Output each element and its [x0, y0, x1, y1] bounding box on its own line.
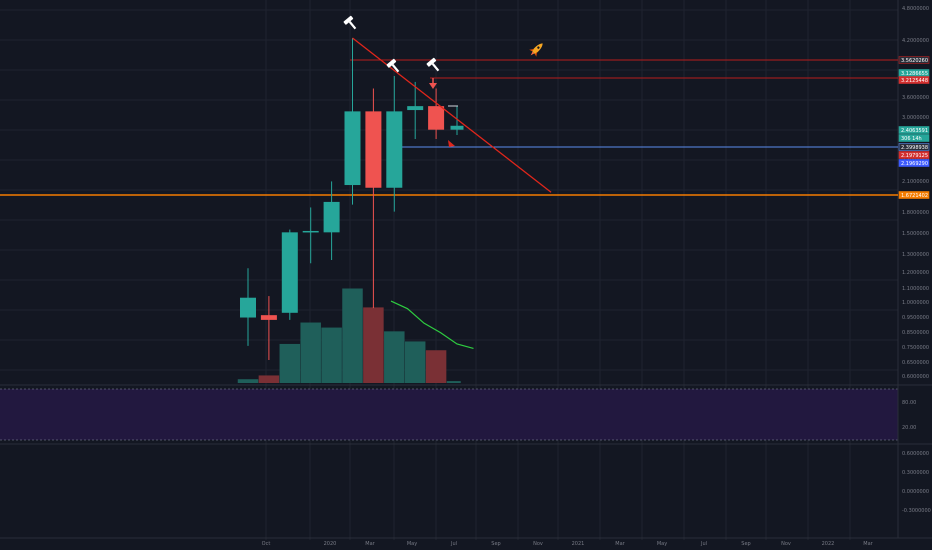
candle-body	[386, 111, 403, 188]
price-tick-label: 1.1000000	[902, 286, 929, 292]
time-tick-label: May	[407, 541, 417, 547]
hammer-icon	[386, 58, 400, 73]
price-tick-label: 0.6000000	[902, 374, 929, 380]
time-tick-label: Nov	[533, 541, 543, 547]
oscillator-tick-label: 0.6000000	[902, 451, 929, 457]
time-tick-label: Sep	[491, 541, 500, 547]
time-tick-label: Nov	[781, 541, 791, 547]
price-tick-label: 4.2000000	[902, 38, 929, 44]
price-tag-label: 3.1286655	[901, 71, 928, 77]
volume-bar	[237, 379, 259, 383]
rsi-band	[0, 389, 898, 440]
candle-body	[260, 315, 277, 320]
price-tag	[898, 126, 930, 134]
candle-body	[428, 106, 445, 130]
price-tick-label: 1.0000000	[902, 300, 929, 306]
oscillator-tick-label: -0.3000000	[902, 508, 931, 514]
volume-bar	[258, 375, 280, 383]
time-tick-label: Oct	[262, 541, 271, 547]
volume-bar	[300, 322, 321, 383]
price-tag	[898, 134, 930, 142]
trendline	[352, 37, 552, 193]
price-tag-label: 2.4063591	[901, 128, 928, 134]
horizontal-levels	[0, 59, 898, 196]
price-tick-label: 0.9500000	[902, 315, 929, 321]
price-tag-label: 2.1979125	[901, 153, 928, 159]
price-tag-label: 3.2125448	[901, 78, 928, 84]
time-tick-label: Mar	[365, 541, 375, 547]
time-tick-label: 2021	[572, 541, 585, 547]
oscillator-tick-label: 0.3000000	[902, 470, 929, 476]
time-tick-label: Sep	[741, 541, 750, 547]
price-tick-label: 0.7500000	[902, 345, 929, 351]
price-tag-label: 2.1969290	[901, 161, 928, 167]
price-tag-label: 2.3998938	[901, 145, 928, 151]
price-tick-label: 0.6500000	[902, 360, 929, 366]
price-tick-label: 4.8000000	[902, 6, 929, 12]
volume-bar	[425, 350, 447, 383]
time-tick-label: May	[657, 541, 667, 547]
volume-bar	[363, 307, 384, 383]
volume-bar	[342, 288, 363, 383]
rocket-icon	[529, 43, 543, 57]
price-tick-label: 2.1000000	[902, 179, 929, 185]
oscillator-tick-label: 0.0000000	[902, 489, 929, 495]
arrow-head	[448, 140, 455, 147]
volume-bars	[237, 288, 461, 383]
price-tag-label: 306 14h	[901, 136, 922, 142]
volume-bar	[384, 331, 405, 383]
candle-body	[407, 106, 424, 111]
chart-grid	[0, 0, 898, 540]
price-tag-label: 3.5620260	[901, 58, 928, 64]
time-tick-label: Mar	[615, 541, 625, 547]
price-tag	[898, 143, 930, 151]
candle-body	[450, 125, 464, 130]
price-tag-label: 1.6721402	[901, 193, 928, 199]
price-tick-label: 3.6000000	[902, 95, 929, 101]
price-tick-label: 3.0000000	[902, 115, 929, 121]
time-tick-label: Mar	[863, 541, 873, 547]
time-tick-label: 2022	[822, 541, 835, 547]
rsi-tick-label: 20.00	[902, 425, 916, 431]
time-tick-label: Jul	[700, 541, 707, 547]
candle-body	[365, 111, 382, 188]
volume-ma-line	[390, 300, 474, 350]
price-tag	[898, 151, 930, 159]
price-tag	[898, 76, 930, 84]
price-tick-label: 0.8500000	[902, 330, 929, 336]
volume-ma	[390, 300, 474, 350]
price-tick-label: 1.8000000	[902, 210, 929, 216]
volume-bar	[279, 343, 301, 383]
volume-bar	[446, 381, 461, 383]
price-tag	[898, 159, 930, 167]
price-tag	[898, 56, 930, 64]
candlesticks	[240, 38, 464, 360]
rsi-tick-label: 80.00	[902, 400, 916, 406]
price-tag	[898, 191, 930, 199]
candle-body	[344, 111, 361, 186]
price-tick-label: 1.2000000	[902, 270, 929, 276]
annotations	[343, 15, 543, 147]
price-tick-label: 1.5000000	[902, 231, 929, 237]
hammer-icon	[426, 57, 440, 72]
volume-bar	[404, 341, 426, 383]
arrow-down-head	[429, 83, 437, 89]
candle-body	[323, 201, 340, 233]
time-tick-label: Jul	[450, 541, 457, 547]
candle-body	[240, 297, 256, 318]
hammer-icon	[343, 15, 357, 30]
volume-bar	[321, 327, 342, 383]
trendline-down	[352, 37, 552, 193]
candle-body	[281, 232, 298, 313]
time-tick-label: 2020	[324, 541, 337, 547]
price-tick-label: 1.3000000	[902, 252, 929, 258]
time-axis: Oct 2020 Mar May Jul Sep Nov 2021 Mar May Jul Sep No…	[262, 541, 874, 547]
price-axis: 4.80000004.20000003.60000003.00000002.70…	[902, 6, 931, 514]
candle-body	[302, 230, 319, 233]
